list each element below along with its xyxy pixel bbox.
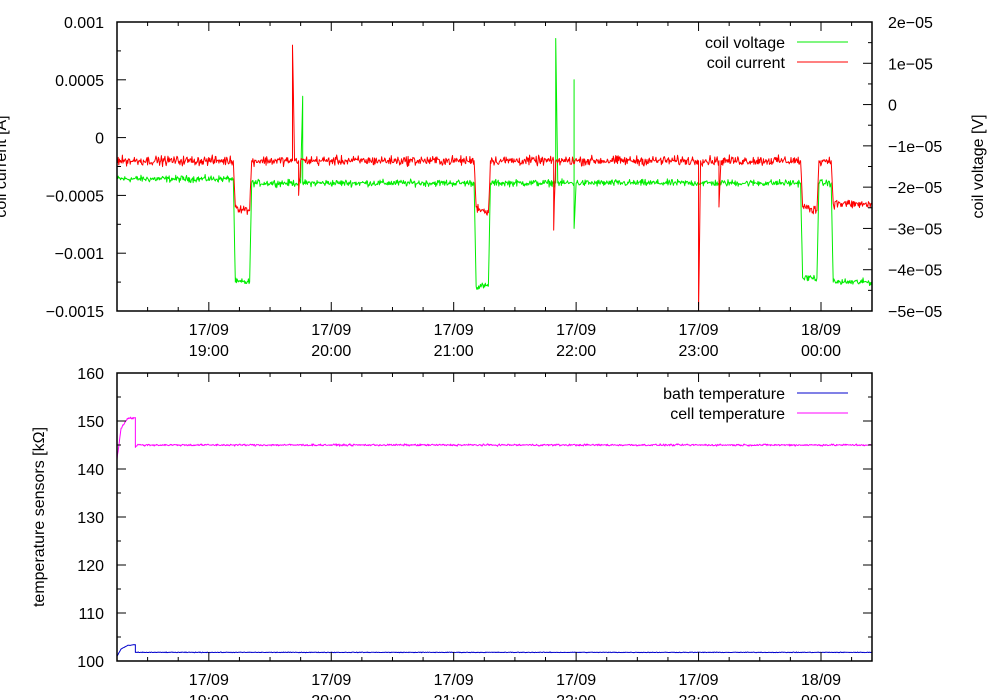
x-tick-label-date: 17/09 [679, 672, 719, 689]
legend-label: bath temperature [663, 386, 785, 403]
legend-label: coil voltage [705, 35, 785, 52]
y2-tick-label: −1e−05 [888, 139, 942, 156]
series-group [117, 38, 872, 311]
y2-tick-label: 2e−05 [888, 15, 933, 32]
x-tick-label-date: 17/09 [434, 322, 474, 339]
y-tick-label: 140 [77, 462, 104, 479]
y2-tick-label: −5e−05 [888, 304, 942, 321]
y-axis: 160 150 140 130 120 110 100 temperature sensors… [31, 366, 872, 671]
y2-tick-label: −4e−05 [888, 263, 942, 280]
x-axis: 17/09 19:00 17/09 20:00 17/09 21:00 17/09 22:00… [116, 22, 853, 360]
y-tick-label: 100 [77, 654, 104, 671]
x-tick-label-date: 17/09 [556, 672, 596, 689]
y2-tick-label: −2e−05 [888, 180, 942, 197]
x-tick-label-time: 19:00 [189, 693, 229, 700]
x-tick-label-date: 17/09 [679, 322, 719, 339]
y2-tick-label: −3e−05 [888, 221, 942, 238]
y-tick-label: −0.0005 [46, 188, 104, 205]
y-axis-label: temperature sensors [kΩ] [31, 427, 48, 607]
x-tick-label-time: 21:00 [434, 343, 474, 360]
series-line-coil-voltage [117, 38, 872, 290]
y2-axis-label: coil voltage [V] [970, 114, 987, 218]
y-axis-label: coil current [A] [0, 115, 10, 217]
y-tick-label: 120 [77, 558, 104, 575]
legend: coil voltage coil current [705, 35, 848, 72]
y-tick-label: 160 [77, 366, 104, 383]
series-line-cell-temperature [117, 416, 872, 460]
x-tick-label-date: 17/09 [189, 672, 229, 689]
y2-tick-label: 1e−05 [888, 56, 933, 73]
y-tick-label: −0.0015 [46, 304, 104, 321]
x-tick-label-date: 17/09 [556, 322, 596, 339]
y-tick-label: 0.0005 [55, 73, 104, 90]
x-tick-label-date: 17/09 [189, 322, 229, 339]
legend-label: cell temperature [670, 406, 785, 423]
x-tick-label-date: 18/09 [801, 322, 841, 339]
x-tick-label-date: 17/09 [311, 672, 351, 689]
x-tick-label-date: 18/09 [801, 672, 841, 689]
y-axis: 0.001 0.0005 0 −0.0005 −0.001 −0.0015 coil cur… [0, 15, 126, 321]
x-tick-label-time: 00:00 [801, 693, 841, 700]
x-tick-label-time: 22:00 [556, 693, 596, 700]
legend-label: coil current [707, 55, 786, 72]
series-line-bath-temperature [117, 644, 872, 657]
y-tick-label: −0.001 [55, 246, 104, 263]
y-tick-label: 110 [78, 606, 104, 623]
series-group [117, 416, 872, 657]
x-tick-label-date: 17/09 [434, 672, 474, 689]
x-tick-label-date: 17/09 [311, 322, 351, 339]
temperature-panel: 17/09 19:00 17/09 20:00 17/09 21:00 17/09 22:00… [31, 366, 873, 700]
x-axis: 17/09 19:00 17/09 20:00 17/09 21:00 17/09 22:00… [116, 373, 853, 700]
y-tick-label: 0 [95, 131, 104, 148]
legend: bath temperature cell temperature [663, 386, 848, 423]
x-tick-label-time: 23:00 [679, 693, 719, 700]
y2-tick-label: 0 [888, 98, 897, 115]
x-tick-label-time: 21:00 [434, 693, 474, 700]
x-tick-label-time: 22:00 [556, 343, 596, 360]
coil-panel: 17/09 19:00 17/09 20:00 17/09 21:00 17/09 22:00… [0, 15, 987, 360]
y-tick-label: 150 [77, 414, 104, 431]
y-tick-label: 130 [77, 510, 104, 527]
x-tick-label-time: 20:00 [311, 343, 351, 360]
x-tick-label-time: 00:00 [801, 343, 841, 360]
y-tick-label: 0.001 [64, 15, 104, 32]
x-tick-label-time: 23:00 [679, 343, 719, 360]
y2-axis: 2e−05 1e−05 0 −1e−05 −2e−05 −3e−05 −4e−05 −5e−0… [863, 15, 987, 321]
series-line-coil-current [117, 44, 872, 311]
x-tick-label-time: 19:00 [189, 343, 229, 360]
x-tick-label-time: 20:00 [311, 693, 351, 700]
